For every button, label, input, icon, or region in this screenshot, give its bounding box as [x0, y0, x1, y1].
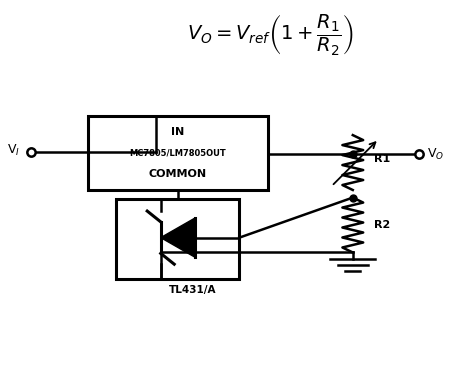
Polygon shape	[161, 218, 195, 257]
Bar	[88, 116, 268, 190]
Text: MC7805/LM7805OUT: MC7805/LM7805OUT	[129, 149, 226, 158]
Text: R1: R1	[374, 154, 390, 164]
Text: $V_O = V_{ref}\left(1 + \dfrac{R_1}{R_2}\right)$: $V_O = V_{ref}\left(1 + \dfrac{R_1}{R_2}…	[187, 12, 353, 57]
Text: V$_O$: V$_O$	[428, 146, 445, 162]
Text: R2: R2	[374, 220, 390, 230]
Text: COMMON: COMMON	[149, 169, 207, 179]
Text: V$_I$: V$_I$	[7, 143, 19, 158]
Text: IN: IN	[171, 127, 184, 138]
Text: TL431/A: TL431/A	[169, 285, 217, 294]
Bar	[117, 200, 239, 279]
